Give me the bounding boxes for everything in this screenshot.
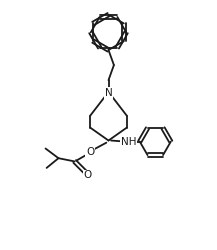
- Text: O: O: [84, 170, 92, 180]
- Text: NH: NH: [121, 136, 136, 146]
- Text: N: N: [105, 88, 112, 98]
- Text: O: O: [86, 148, 94, 158]
